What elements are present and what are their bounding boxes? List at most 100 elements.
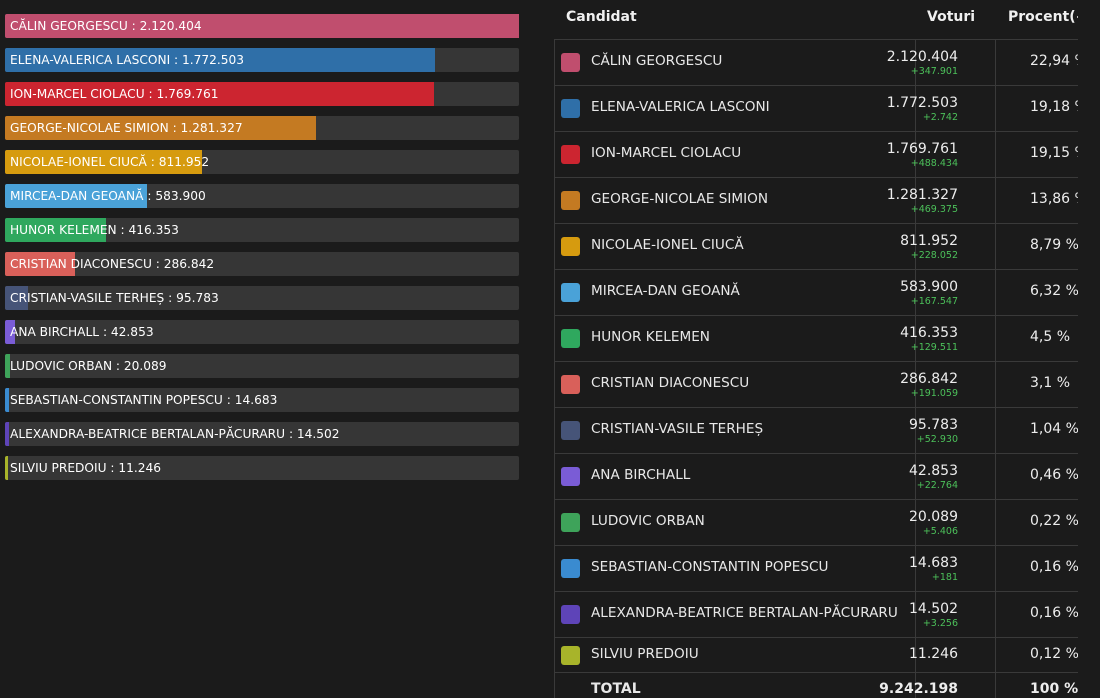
- column-divider: [915, 316, 916, 361]
- bar-label: MIRCEA-DAN GEOANĂ : 583.900: [10, 189, 206, 203]
- vote-count: 20.089: [909, 509, 958, 525]
- table-header: Candidat Voturi Procent(~): [554, 0, 1078, 39]
- column-divider: [995, 132, 996, 177]
- total-label: TOTAL: [591, 681, 641, 697]
- column-divider: [915, 178, 916, 223]
- bar[interactable]: [5, 82, 434, 106]
- vote-delta: +3.256: [922, 618, 958, 629]
- color-swatch: [561, 53, 580, 72]
- bar-label: ALEXANDRA-BEATRICE BERTALAN-PĂCURARU : 1…: [10, 427, 340, 441]
- header-candidate[interactable]: Candidat: [566, 9, 637, 25]
- bar[interactable]: [5, 184, 147, 208]
- column-divider: [915, 40, 916, 85]
- bar-row: ANA BIRCHALL : 42.853: [5, 320, 519, 344]
- bar[interactable]: [5, 388, 9, 412]
- header-percent[interactable]: Procent(~): [1008, 9, 1078, 25]
- color-swatch: [561, 99, 580, 118]
- bar[interactable]: [5, 48, 435, 72]
- bar-row: HUNOR KELEMEN : 416.353: [5, 218, 519, 242]
- candidate-name: GEORGE-NICOLAE SIMION: [591, 191, 769, 207]
- column-divider: [995, 546, 996, 591]
- vote-count: 14.502: [909, 601, 958, 617]
- bar[interactable]: [5, 354, 10, 378]
- column-divider: [915, 132, 916, 177]
- bar-row: NICOLAE-IONEL CIUCĂ : 811.952: [5, 150, 519, 174]
- bar[interactable]: [5, 116, 316, 140]
- vote-percent: 0,16 %: [1030, 605, 1078, 621]
- vote-delta: +52.930: [916, 434, 958, 445]
- table-row: SILVIU PREDOIU 11.246 0,12 %: [554, 637, 1078, 672]
- candidate-name: ANA BIRCHALL: [591, 467, 691, 483]
- column-divider: [995, 673, 996, 698]
- column-divider: [995, 270, 996, 315]
- candidate-name: CRISTIAN DIACONESCU: [591, 375, 750, 391]
- table-row: SEBASTIAN-CONSTANTIN POPESCU 14.683 +181 0,…: [554, 545, 1078, 591]
- bar[interactable]: [5, 286, 29, 310]
- header-votes[interactable]: Voturi: [927, 9, 976, 25]
- bar-row: ALEXANDRA-BEATRICE BERTALAN-PĂCURARU : 1…: [5, 422, 519, 446]
- vote-percent: 13,86 %: [1030, 191, 1078, 207]
- results-table: Candidat Voturi Procent(~) CĂLIN GEORGES…: [554, 0, 1078, 698]
- bar-label: CRISTIAN DIACONESCU : 286.842: [10, 257, 215, 271]
- bar-label: ANA BIRCHALL : 42.853: [10, 325, 154, 339]
- bar-label: CĂLIN GEORGESCU : 2.120.404: [10, 19, 202, 33]
- bar[interactable]: [5, 218, 106, 242]
- vote-count: 14.683: [909, 555, 958, 571]
- column-divider: [995, 592, 996, 637]
- candidate-name: SILVIU PREDOIU: [591, 646, 699, 662]
- vote-percent: 0,46 %: [1030, 467, 1078, 483]
- color-swatch: [561, 605, 580, 624]
- vote-delta: +469.375: [910, 204, 958, 215]
- vote-delta: +228.052: [910, 250, 958, 261]
- bar-row: ELENA-VALERICA LASCONI : 1.772.503: [5, 48, 519, 72]
- vote-count: 42.853: [909, 463, 958, 479]
- column-divider: [915, 270, 916, 315]
- bar[interactable]: [5, 252, 75, 276]
- total-votes: 9.242.198: [879, 681, 958, 697]
- table-row: HUNOR KELEMEN 416.353 +129.511 4,5 %: [554, 315, 1078, 361]
- vote-percent: 0,16 %: [1030, 559, 1078, 575]
- bar-label: LUDOVIC ORBAN : 20.089: [10, 359, 167, 373]
- bar[interactable]: [5, 320, 16, 344]
- table-row: GEORGE-NICOLAE SIMION 1.281.327 +469.375 13…: [554, 177, 1078, 223]
- vote-delta: +347.901: [910, 66, 958, 77]
- bar-row: CRISTIAN DIACONESCU : 286.842: [5, 252, 519, 276]
- color-swatch: [561, 513, 580, 532]
- vote-delta: +22.764: [916, 480, 958, 491]
- candidate-name: CĂLIN GEORGESCU: [591, 53, 723, 69]
- candidate-name: LUDOVIC ORBAN: [591, 513, 705, 529]
- table-row: NICOLAE-IONEL CIUCĂ 811.952 +228.052 8,79 %: [554, 223, 1078, 269]
- bar-row: LUDOVIC ORBAN : 20.089: [5, 354, 519, 378]
- vote-delta: +181: [931, 572, 958, 583]
- vote-count: 1.769.761: [886, 141, 958, 157]
- table-row: ELENA-VALERICA LASCONI 1.772.503 +2.742 19,…: [554, 85, 1078, 131]
- column-divider: [995, 86, 996, 131]
- vote-delta: +2.742: [922, 112, 958, 123]
- bar-row: GEORGE-NICOLAE SIMION : 1.281.327: [5, 116, 519, 140]
- column-divider: [915, 362, 916, 407]
- color-swatch: [561, 375, 580, 394]
- bar-label: HUNOR KELEMEN : 416.353: [10, 223, 179, 237]
- bar[interactable]: [5, 14, 519, 38]
- bar-row: MIRCEA-DAN GEOANĂ : 583.900: [5, 184, 519, 208]
- candidate-name: SEBASTIAN-CONSTANTIN POPESCU: [591, 559, 829, 575]
- candidate-name: ELENA-VALERICA LASCONI: [591, 99, 770, 115]
- vote-count: 95.783: [909, 417, 958, 433]
- table-row: CĂLIN GEORGESCU 2.120.404+347.901 22,94 %: [554, 39, 1078, 85]
- vote-delta: +488.434: [910, 158, 958, 169]
- column-divider: [995, 178, 996, 223]
- bar[interactable]: [5, 422, 9, 446]
- vote-percent: 0,22 %: [1030, 513, 1078, 529]
- vote-percent: 0,12 %: [1030, 646, 1078, 662]
- bar-row: SEBASTIAN-CONSTANTIN POPESCU : 14.683: [5, 388, 519, 412]
- vote-percent: 3,1 %: [1030, 375, 1071, 391]
- vote-percent: 19,18 %: [1030, 99, 1078, 115]
- color-swatch: [561, 421, 580, 440]
- bar[interactable]: [5, 150, 202, 174]
- column-divider: [995, 638, 996, 672]
- bar[interactable]: [5, 456, 8, 480]
- column-divider: [915, 408, 916, 453]
- candidate-name: NICOLAE-IONEL CIUCĂ: [591, 237, 744, 253]
- table-row: MIRCEA-DAN GEOANĂ 583.900 +167.547 6,32 %: [554, 269, 1078, 315]
- table-row: LUDOVIC ORBAN 20.089 +5.406 0,22 %: [554, 499, 1078, 545]
